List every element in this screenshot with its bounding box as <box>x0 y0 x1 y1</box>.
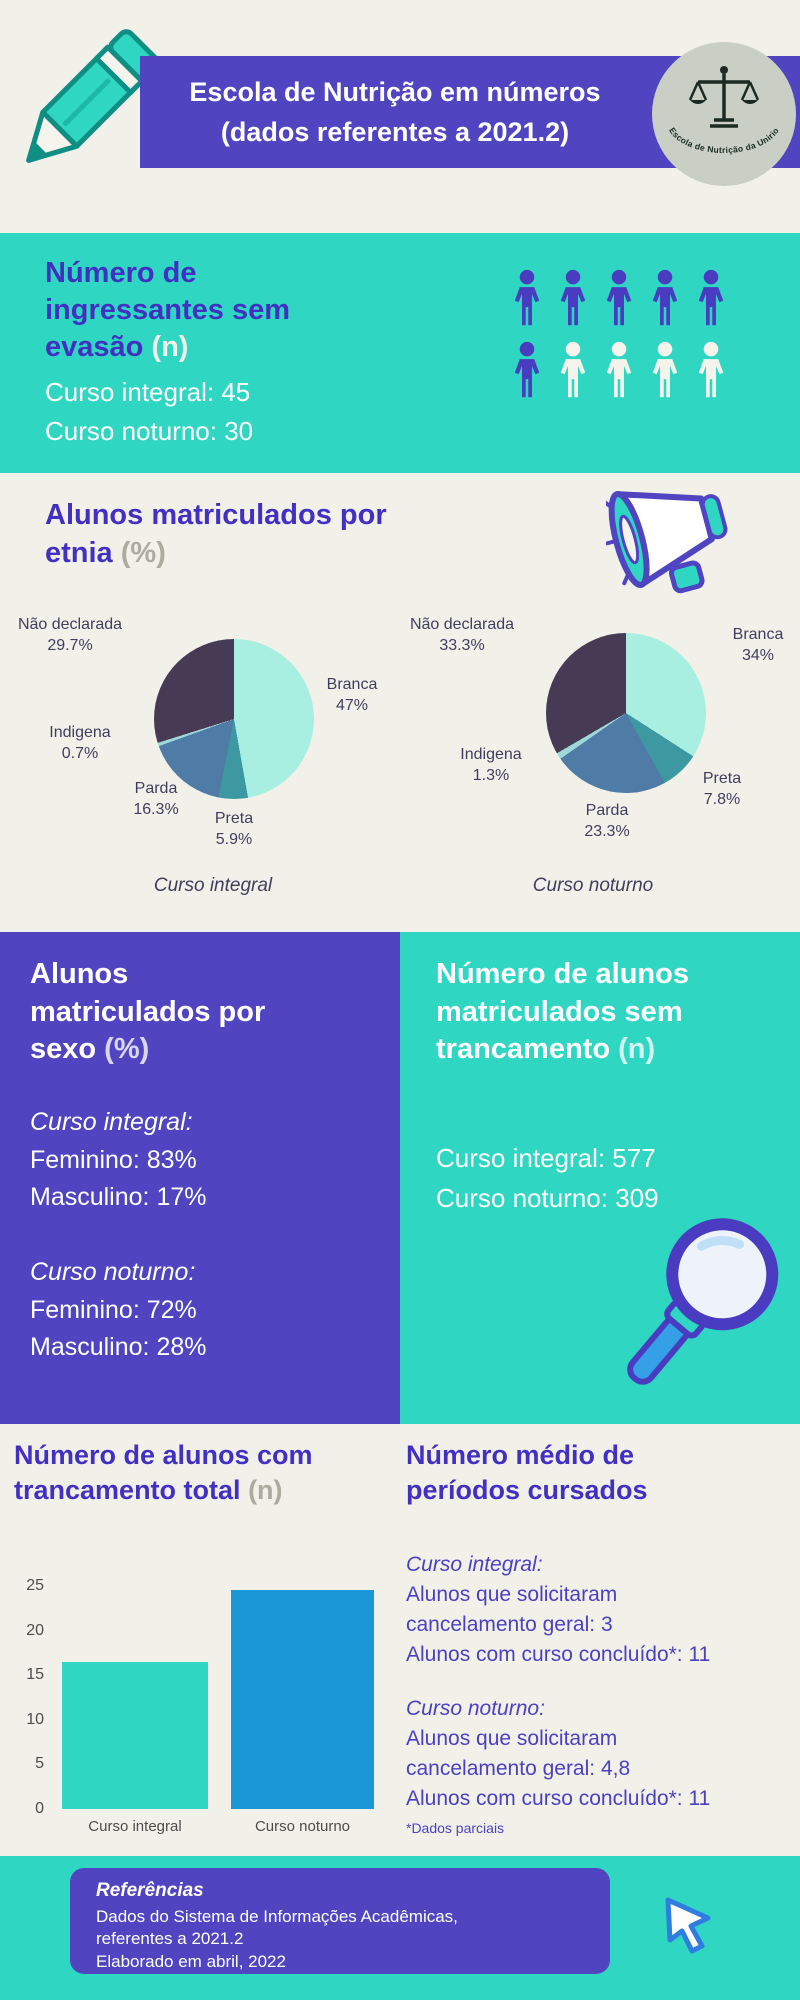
sexo-integral-title: Curso integral: <box>30 1108 193 1136</box>
periodos-heading: Número médio de períodos cursados <box>406 1440 648 1506</box>
y-tick: 10 <box>26 1711 44 1728</box>
pie-label: Branca 47% <box>326 676 378 714</box>
bar-chart <box>62 1586 374 1809</box>
y-tick: 0 <box>35 1800 44 1817</box>
person-icon <box>698 269 724 326</box>
sem-trancamento-heading-suffix: (n) <box>618 1033 656 1066</box>
cursor-icon <box>647 1881 711 1954</box>
pie-label: Preta 5.9% <box>214 810 254 848</box>
sem-trancamento-heading-text: Número de alunos matriculados sem tranca… <box>436 958 689 1066</box>
pie-label: Preta 7.8% <box>702 770 742 808</box>
ingressantes-line-integral: Curso integral: 45 <box>45 377 251 407</box>
pie-caption-integral: Curso integral <box>153 875 273 896</box>
pie-chart-curso-noturno <box>546 633 706 793</box>
pie-label: Parda 23.3% <box>584 802 630 840</box>
sexo-heading-suffix: (%) <box>104 1033 150 1066</box>
periodos-noturno-line2: cancelamento geral: 4,8 <box>406 1757 631 1781</box>
references-line3: Elaborado em abril, 2022 <box>96 1951 286 1971</box>
y-tick: 20 <box>26 1622 44 1639</box>
bar-curso-integral <box>62 1661 208 1809</box>
pencil-icon <box>26 29 160 163</box>
person-icon <box>514 341 540 398</box>
sem-trancamento-integral: Curso integral: 577 <box>436 1143 656 1173</box>
pie-label: Parda 16.3% <box>133 780 179 818</box>
etnia-heading-suffix: (%) <box>120 536 166 569</box>
periodos-integral-line3: Alunos com curso concluído*: 11 <box>406 1643 711 1667</box>
person-icon <box>606 269 632 326</box>
periodos-integral-title: Curso integral: <box>406 1553 543 1576</box>
sexo-noturno-feminino: Feminino: 72% <box>30 1295 197 1324</box>
section-ingressantes: Número de ingressantes sem evasão (n) Cu… <box>0 233 800 473</box>
etnia-heading-text: Alunos matriculados por etnia <box>45 499 387 569</box>
y-tick: 15 <box>26 1666 44 1683</box>
etnia-heading: Alunos matriculados por etnia (%) <box>45 497 425 572</box>
trancamento-total-heading-suffix: (n) <box>248 1475 283 1506</box>
footer: Referências Dados do Sistema de Informaç… <box>0 1856 800 2000</box>
sexo-heading: Alunos matriculados por sexo (%) <box>30 956 296 1069</box>
periodos-integral-line1: Alunos que solicitaram <box>406 1583 618 1607</box>
person-icon <box>606 341 632 398</box>
sexo-integral-masculino: Masculino: 17% <box>30 1183 207 1211</box>
sexo-integral-feminino: Feminino: 83% <box>30 1145 197 1174</box>
section-sem-trancamento: Número de alunos matriculados sem tranca… <box>400 932 800 1424</box>
person-icon-grid <box>508 269 730 399</box>
trancamento-total-heading: Número de alunos com trancamento total (… <box>14 1438 350 1508</box>
person-icon <box>560 269 586 326</box>
pie-label: Indigena 0.7% <box>49 724 111 762</box>
ingressantes-heading-suffix: (n) <box>151 331 189 364</box>
trancamento-total-heading-text: Número de alunos com trancamento total <box>14 1440 313 1506</box>
references-line1: Dados do Sistema de Informações Acadêmic… <box>96 1907 458 1926</box>
person-icon <box>698 341 724 398</box>
sexo-heading-text: Alunos matriculados por sexo <box>30 958 266 1066</box>
section-bottom: Número de alunos com trancamento total (… <box>0 1424 800 1856</box>
references-box: Referências Dados do Sistema de Informaç… <box>70 1868 610 1974</box>
sexo-group-integral: Curso integral: Feminino: 83% Masculino:… <box>30 1104 206 1217</box>
ingressantes-heading: Número de ingressantes sem evasão (n) <box>45 255 311 366</box>
references-title: Referências <box>96 1880 204 1901</box>
sem-trancamento-heading: Número de alunos matriculados sem tranca… <box>436 956 736 1069</box>
megaphone-icon <box>606 490 728 594</box>
sexo-noturno-masculino: Masculino: 28% <box>30 1333 207 1361</box>
periodos-noturno-line1: Alunos que solicitaram <box>406 1727 618 1751</box>
person-icon <box>514 269 540 326</box>
magnifier-icon <box>627 1218 779 1385</box>
bar-curso-noturno <box>231 1590 374 1809</box>
section-sexo: Alunos matriculados por sexo (%) Curso i… <box>0 932 400 1424</box>
sexo-group-noturno: Curso noturno: Feminino: 72% Masculino: … <box>30 1254 206 1367</box>
pie-caption-noturno: Curso noturno <box>532 875 654 896</box>
section-etnia: Alunos matriculados por etnia (%) Não de… <box>0 473 800 932</box>
sem-trancamento-noturno: Curso noturno: 309 <box>436 1183 659 1214</box>
references-line2: referentes a 2021.2 <box>96 1929 244 1949</box>
pie-label: Não declarada 29.7% <box>17 616 123 654</box>
pie-chart-curso-integral <box>154 639 314 799</box>
periodos-noturno-line3: Alunos com curso concluído*: 11 <box>406 1787 711 1811</box>
pie-label: Branca 34% <box>732 626 784 664</box>
periodos-group-integral: Curso integral: Alunos que solicitaram c… <box>406 1550 776 1670</box>
periodos-integral-line2: cancelamento geral: 3 <box>406 1613 613 1637</box>
page-title-line2: (dados referentes a 2021.2) <box>220 117 570 147</box>
bar-label-integral: Curso integral <box>88 1818 182 1835</box>
page-title-line1: Escola de Nutrição em números <box>189 76 601 107</box>
y-tick: 5 <box>35 1755 44 1772</box>
person-icon <box>560 341 586 398</box>
pie-label: Não declarada 33.3% <box>409 616 515 654</box>
pie-label: Indigena 1.3% <box>460 746 522 784</box>
bar-label-noturno: Curso noturno <box>254 1818 351 1835</box>
person-icon <box>652 341 678 398</box>
periodos-noturno-title: Curso noturno: <box>406 1697 545 1721</box>
y-tick: 25 <box>26 1577 44 1594</box>
person-icon <box>652 269 678 326</box>
ingressantes-line-noturno: Curso noturno: 30 <box>45 416 254 446</box>
periodos-body: Curso integral: Alunos que solicitaram c… <box>406 1550 776 1838</box>
sexo-noturno-title: Curso noturno: <box>30 1258 196 1286</box>
school-logo-badge: Escola de Nutrição da Unirio <box>652 42 796 186</box>
periodos-group-noturno: Curso noturno: Alunos que solicitaram ca… <box>406 1694 776 1814</box>
periodos-note: *Dados parciais <box>406 1820 505 1837</box>
ingressantes-heading-text: Número de ingressantes sem evasão <box>45 257 291 364</box>
